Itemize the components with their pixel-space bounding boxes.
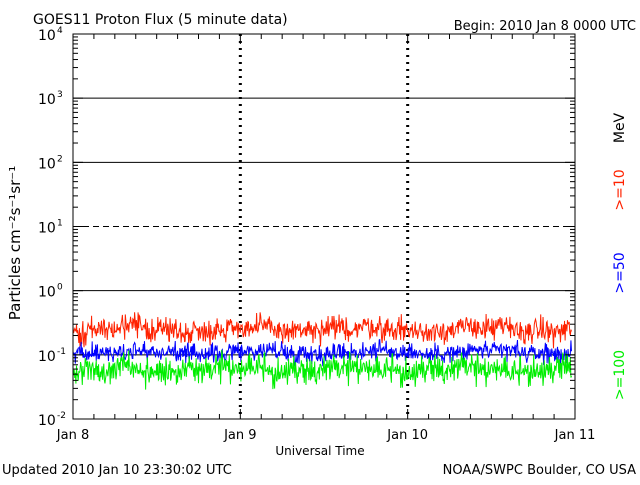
x-tick-label: Jan 9	[223, 428, 256, 443]
updated-label: Updated 2010 Jan 10 23:30:02 UTC	[2, 463, 232, 478]
y-tick-base: 10	[38, 28, 56, 44]
y-tick-label: 10 1	[38, 219, 63, 237]
series-line	[72, 338, 573, 367]
y-tick-label: 10 0	[38, 283, 63, 301]
begin-label: Begin: 2010 Jan 8 0000 UTC	[454, 19, 636, 34]
y-tick-base: 10	[38, 413, 56, 429]
grid-layer	[73, 34, 575, 419]
y-tick-exponent: 1	[57, 219, 63, 229]
x-tick-labels: Jan 8 Jan 9 Jan 10 Jan 11	[56, 428, 596, 443]
y-tick-label: 10 2	[38, 154, 63, 172]
y-tick-base: 10	[38, 92, 56, 108]
x-tick-label: Jan 11	[554, 428, 596, 443]
y-tick-exponent: -2	[57, 411, 66, 421]
y-tick-exponent: 4	[57, 26, 63, 36]
y-tick-label: 10 -1	[38, 347, 66, 365]
axis-layer	[72, 33, 576, 420]
chart-title: GOES11 Proton Flux (5 minute data)	[33, 12, 288, 28]
y-tick-label: 10 4	[38, 26, 63, 44]
series-line	[72, 312, 572, 349]
y-tick-label: 10 3	[38, 90, 63, 108]
series-line	[72, 349, 572, 390]
credit-label: NOAA/SWPC Boulder, CO USA	[443, 463, 636, 478]
y-tick-label: 10 -2	[38, 411, 66, 429]
y-tick-exponent: 0	[57, 283, 63, 293]
y-tick-base: 10	[38, 285, 56, 301]
y-tick-exponent: 2	[57, 154, 63, 164]
series-layer	[72, 312, 573, 390]
legend-unit: MeV	[612, 112, 628, 143]
y-axis-label: Particles cm⁻²s⁻¹sr⁻¹	[6, 166, 24, 320]
legend-entry: >=100	[612, 350, 628, 400]
y-tick-exponent: -1	[57, 347, 66, 357]
legend-entry: >=10	[612, 169, 628, 210]
x-tick-label: Jan 8	[56, 428, 89, 443]
legend: MeV >=10 >=50 >=100	[612, 112, 628, 400]
y-tick-exponent: 3	[57, 90, 63, 100]
y-tick-base: 10	[38, 221, 56, 237]
x-axis-label: Universal Time	[275, 444, 364, 458]
legend-entry: >=50	[612, 252, 628, 293]
y-tick-base: 10	[38, 349, 56, 365]
y-tick-base: 10	[38, 156, 56, 172]
x-tick-label: Jan 10	[386, 428, 428, 443]
